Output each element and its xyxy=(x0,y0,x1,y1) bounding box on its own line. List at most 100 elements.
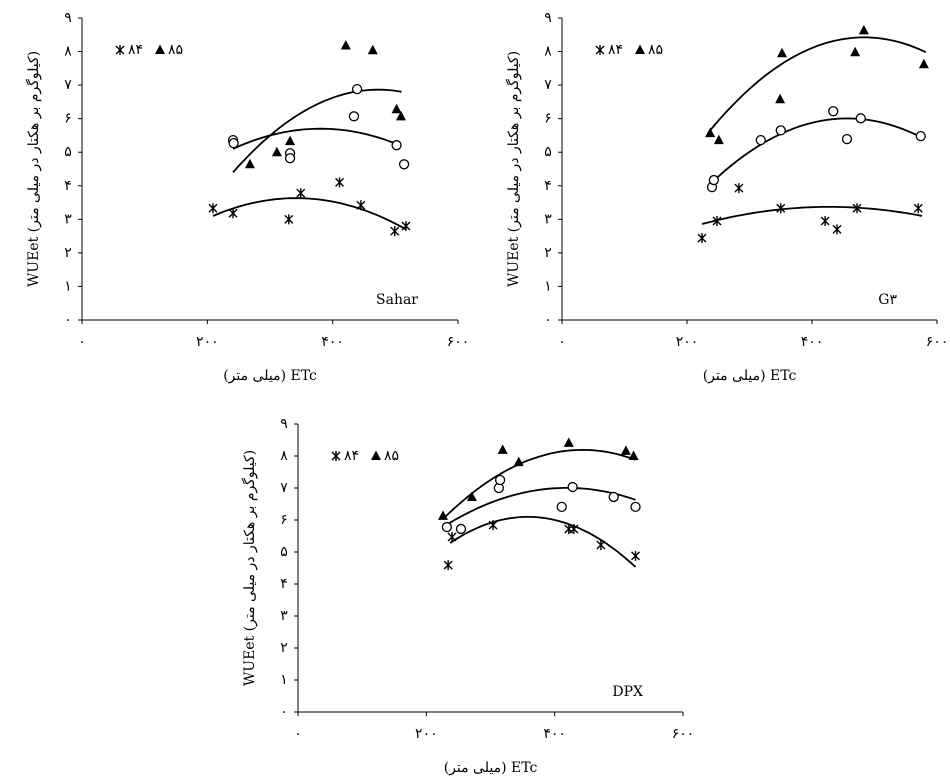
y-tick-label: ۸ xyxy=(64,44,72,60)
y-tick-label: ۰ xyxy=(64,312,72,328)
triangle-point xyxy=(777,47,787,58)
legend-marker xyxy=(595,45,605,55)
y-tick-label: ۱ xyxy=(64,278,72,294)
fit-curve xyxy=(442,448,636,520)
y-tick-label: ۶ xyxy=(544,111,552,127)
y-tick-label: ۱ xyxy=(544,278,552,294)
fit-curve xyxy=(232,88,402,173)
asterisk-point xyxy=(631,550,641,561)
fit-curve xyxy=(701,206,923,225)
circle-point xyxy=(828,106,839,117)
y-tick-label: ۷ xyxy=(64,77,72,93)
x-tick-label: ۲۰۰ xyxy=(676,334,699,350)
legend-label: ۸۵ xyxy=(648,42,663,58)
circle-point xyxy=(630,501,641,513)
legend-marker xyxy=(115,45,125,55)
circle-point xyxy=(441,521,453,533)
circle-point xyxy=(348,111,360,122)
legend-marker xyxy=(371,450,381,460)
y-tick-label: ۵ xyxy=(544,144,552,160)
circle-point xyxy=(855,113,866,124)
fit-curve xyxy=(709,36,927,131)
y-tick-label: ۳ xyxy=(64,211,72,227)
triangle-point xyxy=(438,510,449,520)
x-tick-label: ۴۰۰ xyxy=(321,334,344,350)
x-tick-label: ۲۰۰ xyxy=(415,726,438,742)
chart-panel: ۰ ۱ ۲ ۳ ۴ ۵ ۶ ۷ ۸ ۹ ۰ ۲۰۰ ۴۰۰ ۶۰۰ ETc (میلی متر) WUEet … xyxy=(241,416,694,776)
triangle-point xyxy=(858,24,869,35)
circle-point xyxy=(755,134,766,146)
y-tick-label: ۲ xyxy=(544,245,552,261)
y-tick-label: ۶ xyxy=(64,111,72,127)
y-tick-label: ۴ xyxy=(64,178,72,194)
triangle-point xyxy=(244,158,255,169)
x-tick-label: ۴۰۰ xyxy=(801,334,824,350)
x-tick-label: ۰ xyxy=(558,334,566,350)
asterisk-point xyxy=(447,531,457,542)
asterisk-point xyxy=(697,233,707,244)
asterisk-point xyxy=(564,523,574,534)
panel-label: DPX xyxy=(612,684,643,700)
triangle-point xyxy=(271,146,282,157)
y-tick-label: ۴ xyxy=(280,576,288,592)
legend-marker xyxy=(635,44,645,54)
triangle-point xyxy=(391,103,402,114)
triangle-point xyxy=(713,134,724,145)
y-tick-label: ۸ xyxy=(544,44,552,60)
y-tick-label: ۲ xyxy=(64,245,72,261)
fit-curve xyxy=(709,117,922,185)
asterisk-point xyxy=(832,224,842,235)
legend-label: ۸۵ xyxy=(384,448,399,464)
asterisk-point xyxy=(208,203,218,214)
x-tick-label: ۰ xyxy=(294,726,302,742)
triangle-point xyxy=(850,46,861,57)
fit-curve xyxy=(212,197,407,231)
y-tick-label: ۳ xyxy=(544,211,552,227)
circle-point xyxy=(351,83,363,95)
fit-curve xyxy=(449,516,637,568)
legend-marker xyxy=(331,451,341,461)
panel-label: Sahar xyxy=(376,292,418,308)
triangle-point xyxy=(628,450,639,460)
x-axis-label: ETc (میلی متر) xyxy=(223,368,317,384)
y-axis-label: WUEet (کیلوگرم بر هکتار در میلی متر) xyxy=(25,51,42,287)
asterisk-point xyxy=(401,221,411,232)
circle-point xyxy=(455,523,467,535)
y-axis-label: WUEet (کیلوگرم بر هکتار در میلی متر) xyxy=(505,51,522,287)
asterisk-point xyxy=(913,203,923,214)
y-tick-label: ۹ xyxy=(544,10,552,26)
y-tick-label: ۵ xyxy=(64,144,72,160)
circle-point xyxy=(708,174,720,186)
y-tick-label: ۲ xyxy=(280,640,288,656)
x-axis-label: ETc (میلی متر) xyxy=(703,368,797,384)
asterisk-point xyxy=(712,216,722,227)
circle-point xyxy=(494,474,506,486)
circle-point xyxy=(556,501,567,513)
triangle-point xyxy=(497,444,508,454)
legend-marker xyxy=(155,44,165,54)
asterisk-point xyxy=(284,214,294,225)
x-tick-label: ۶۰۰ xyxy=(447,334,470,350)
x-tick-label: ۶۰۰ xyxy=(672,726,695,742)
fit-curve xyxy=(442,487,636,528)
circle-point xyxy=(608,491,619,503)
asterisk-point xyxy=(852,203,862,214)
circle-point xyxy=(398,159,410,170)
circle-point xyxy=(915,130,926,142)
y-tick-label: ۱ xyxy=(280,672,288,688)
y-tick-label: ۸ xyxy=(280,448,288,464)
x-tick-label: ۰ xyxy=(78,334,86,350)
x-tick-label: ۴۰۰ xyxy=(543,726,566,742)
asterisk-point xyxy=(356,200,366,211)
asterisk-point xyxy=(335,177,345,188)
circle-point xyxy=(228,138,239,149)
asterisk-point xyxy=(820,216,830,227)
asterisk-point xyxy=(569,523,579,534)
triangle-point xyxy=(563,437,574,447)
triangle-point xyxy=(367,44,378,55)
y-tick-label: ۹ xyxy=(280,416,288,432)
y-tick-label: ۵ xyxy=(280,544,288,560)
y-tick-label: ۷ xyxy=(280,480,288,496)
y-tick-label: ۹ xyxy=(64,10,72,26)
